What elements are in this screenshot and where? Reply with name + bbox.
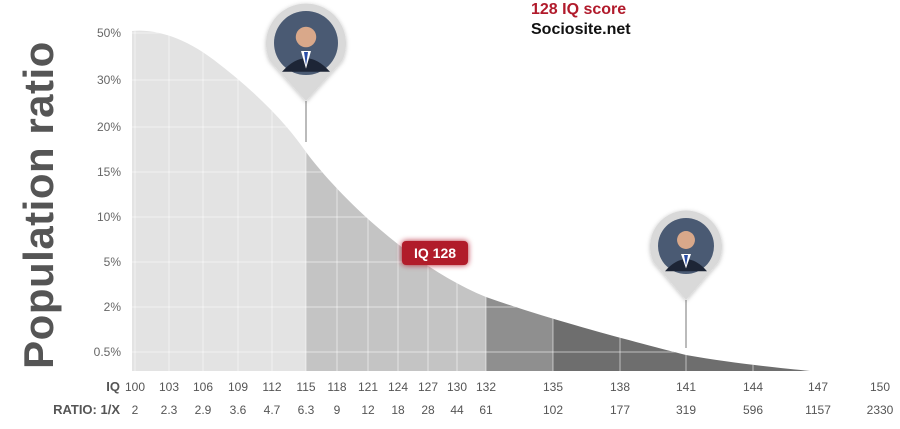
x-tick-label: 106 [193, 380, 213, 394]
ratio-tick-label: 3.6 [230, 403, 247, 417]
ratio-tick-label: 1157 [805, 403, 831, 417]
y-tick-label: 2% [104, 300, 122, 314]
y-tick-label: 20% [97, 120, 121, 134]
chart-subtitle: Sociosite.net [531, 21, 631, 38]
x-tick-label: 103 [159, 380, 179, 394]
chart-heading: 128 IQ score Sociosite.net [531, 0, 631, 40]
ratio-tick-label: 9 [334, 403, 341, 417]
x-tick-label: 112 [262, 380, 281, 394]
x-tick-label: 138 [610, 380, 630, 394]
ratio-tick-label: 2 [132, 403, 139, 417]
y-tick-label: 10% [97, 210, 121, 224]
ratio-tick-label: 177 [610, 403, 630, 417]
portrait-head-icon [677, 231, 695, 249]
ratio-tick-label: 61 [479, 403, 493, 417]
y-tick-label: 5% [104, 255, 122, 269]
x-tick-label: 121 [358, 380, 378, 394]
ratio-tick-label: 44 [450, 403, 464, 417]
x-tick-label: 147 [808, 380, 828, 394]
portrait-tie-icon [304, 52, 308, 66]
x-tick-label: 100 [125, 380, 145, 394]
highlight-badge [402, 241, 468, 265]
ratio-tick-label: 18 [391, 403, 405, 417]
x-tick-label: 115 [296, 380, 315, 394]
portrait-head-icon [295, 26, 317, 48]
ratio-tick-label: 2.9 [195, 403, 212, 417]
band-132-135 [486, 30, 553, 371]
ratio-row-label: RATIO: 1/X [53, 402, 120, 417]
portrait-marker-right [650, 210, 722, 348]
y-tick-label: 50% [97, 26, 121, 40]
ratio-tick-label: 4.7 [264, 403, 281, 417]
x-tick-label: 144 [743, 380, 763, 394]
band-100-115 [132, 30, 306, 371]
y-axis-title: Population ratio [15, 41, 62, 369]
ratio-tick-label: 28 [421, 403, 435, 417]
x-tick-label: 109 [228, 380, 248, 394]
ratio-tick-label: 102 [543, 403, 563, 417]
x-tick-label: 118 [327, 380, 346, 394]
ratio-tick-label: 2.3 [161, 403, 178, 417]
x-tick-label: 124 [388, 380, 408, 394]
x-tick-label: 132 [476, 380, 496, 394]
y-tick-label: 30% [97, 73, 121, 87]
ratio-tick-label: 12 [361, 403, 375, 417]
y-tick-label: 15% [97, 165, 121, 179]
ratio-tick-label: 2330 [867, 403, 894, 417]
y-tick-label: 0.5% [94, 345, 122, 359]
chart-title: 128 IQ score [531, 1, 627, 18]
highlight-badge-label: IQ 128 [414, 245, 456, 261]
x-tick-label: 135 [543, 380, 563, 394]
portrait-marker-left [266, 3, 346, 142]
ratio-tick-label: 6.3 [298, 403, 315, 417]
x-tick-label: 130 [447, 380, 467, 394]
band-115-132 [306, 30, 486, 371]
iq-row-label: IQ [106, 379, 120, 394]
ratio-tick-label: 319 [676, 403, 696, 417]
ratio-tick-label: 596 [743, 403, 763, 417]
x-tick-label: 141 [676, 380, 696, 394]
x-tick-label: 150 [870, 380, 890, 394]
portrait-tie-icon [684, 255, 688, 266]
x-tick-label: 127 [418, 380, 438, 394]
